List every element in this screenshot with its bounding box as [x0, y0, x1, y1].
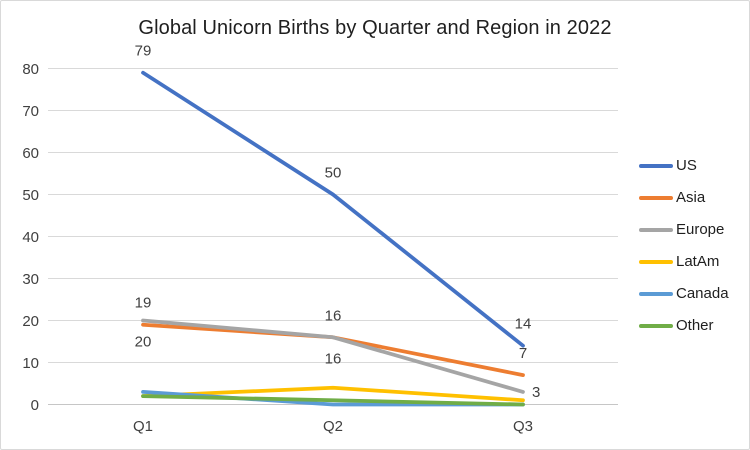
- series-line-europe: [141, 318, 525, 394]
- x-tick-label: Q1: [133, 418, 153, 435]
- data-label-us: 79: [135, 43, 152, 60]
- legend-label: Canada: [676, 285, 729, 302]
- x-tick-label: Q2: [323, 418, 343, 435]
- series-line-latam: [141, 385, 525, 403]
- legend-label: LatAm: [676, 253, 720, 270]
- legend-label: Asia: [676, 189, 706, 206]
- legend-label: US: [676, 157, 697, 174]
- data-label-asia: 7: [519, 345, 527, 362]
- legend-item-other: Other: [639, 315, 729, 336]
- y-tick-label: 10: [22, 355, 39, 372]
- legend-label: Other: [676, 317, 714, 334]
- data-label-europe: 16: [325, 350, 342, 367]
- y-tick-label: 20: [22, 313, 39, 330]
- legend: US Asia Europe LatAm Canada Other: [639, 155, 729, 336]
- chart-title: Global Unicorn Births by Quarter and Reg…: [138, 17, 612, 39]
- y-tick-label: 0: [31, 397, 39, 414]
- legend-label: Europe: [676, 221, 725, 238]
- legend-swatch-icon: [639, 259, 673, 264]
- y-tick-label: 70: [22, 103, 39, 120]
- data-label-us: 50: [325, 165, 342, 182]
- legend-swatch-icon: [639, 195, 673, 200]
- legend-item-asia: Asia: [639, 187, 729, 208]
- y-tick-label: 50: [22, 187, 39, 204]
- data-label-asia: 16: [325, 307, 342, 324]
- legend-item-europe: Europe: [639, 219, 729, 240]
- legend-swatch-icon: [639, 163, 673, 168]
- legend-swatch-icon: [639, 227, 673, 232]
- legend-item-canada: Canada: [639, 283, 729, 304]
- legend-swatch-icon: [639, 323, 673, 328]
- legend-item-us: US: [639, 155, 729, 176]
- y-tick-label: 60: [22, 145, 39, 162]
- data-label-europe: 3: [532, 384, 540, 401]
- legend-item-latam: LatAm: [639, 251, 729, 272]
- x-tick-label: Q3: [513, 418, 533, 435]
- data-label-asia: 19: [135, 295, 152, 312]
- y-tick-label: 30: [22, 271, 39, 288]
- legend-swatch-icon: [639, 291, 673, 296]
- y-tick-label: 80: [22, 61, 39, 78]
- y-tick-label: 40: [22, 229, 39, 246]
- data-label-us: 14: [515, 316, 532, 333]
- series-line-us: [141, 70, 525, 348]
- data-label-europe: 20: [135, 334, 152, 351]
- series-line-other: [141, 394, 525, 407]
